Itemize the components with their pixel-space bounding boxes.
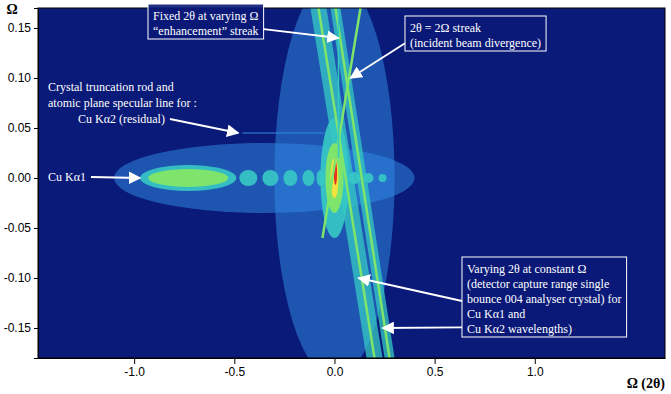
y-tick: -0.05 [4, 221, 38, 235]
annotation: 2θ = 2Ω streak(incident beam divergence) [350, 16, 546, 78]
annotation: Varying 2θ at constant Ω(detector captur… [359, 257, 627, 337]
annotation-box [405, 16, 546, 51]
y-tick-mark [34, 178, 38, 179]
plot-frame [38, 8, 665, 358]
x-tick-label: 0.0 [327, 365, 344, 379]
y-tick-label: -0.10 [4, 271, 32, 285]
annotation-text: 2θ = 2Ω streak [410, 21, 481, 35]
annotation-text: atomic plane specular line for : [48, 96, 197, 110]
y-tick: 0.05 [8, 121, 38, 135]
annotation-arrow [264, 29, 339, 38]
x-tick: 0.0 [327, 358, 344, 379]
annotation-arrow [383, 326, 462, 328]
streak [318, 8, 374, 358]
marks [114, 8, 414, 358]
x-tick: -0.5 [224, 358, 245, 379]
annotation-text: Cu Kα2 wavelengths) [467, 322, 572, 336]
chart: -1.0 -0.5 0.0 0.5 1.0 0.15 0.10 0.05 0.00 -0.05 -0… [0, 0, 671, 394]
y-tick-mark [34, 28, 38, 29]
x-tick-mark [535, 358, 536, 364]
x-tick: -1.0 [124, 358, 145, 379]
x-tick-label: 1.0 [527, 365, 544, 379]
annotation-text: (incident beam divergence) [410, 36, 541, 50]
annotation-box [148, 4, 264, 39]
y-axis-line [34, 9, 39, 359]
streak [322, 8, 360, 238]
x-tick: 1.0 [527, 358, 544, 379]
annotation-text: Fixed 2θ at varying Ω [153, 9, 258, 23]
annotation-text: Cu Kα2 (residual) [78, 112, 165, 126]
y-axis: 0.15 0.10 0.05 0.00 -0.05 -0.10 -0.15 [4, 9, 39, 359]
intensity-contour [262, 170, 278, 186]
y-tick: 0.15 [8, 21, 38, 35]
annotation-text: Varying 2θ at constant Ω [467, 262, 586, 276]
y-tick-label: 0.15 [8, 21, 32, 35]
annotation-arrow [359, 278, 462, 301]
annotation-text: Cu Kα1 [48, 170, 86, 184]
intensity-contour [148, 169, 228, 187]
annotation-text: Cu Kα1 and [467, 307, 525, 321]
streak [242, 132, 324, 134]
annotation-arrow [91, 177, 140, 178]
x-axis-line [39, 358, 666, 359]
x-tick-label: 0.5 [427, 365, 444, 379]
y-tick: -0.15 [4, 321, 38, 335]
intensity-contour [239, 170, 257, 186]
annotation-text: (detector capture range single [467, 277, 609, 291]
y-tick-mark [34, 228, 38, 229]
x-tick: 0.5 [427, 358, 444, 379]
y-tick-label: 0.00 [8, 171, 32, 185]
y-tick-mark [34, 328, 38, 329]
y-tick: -0.10 [4, 271, 38, 285]
x-tick-mark [134, 358, 135, 364]
x-axis-title: Ω (2θ) [627, 376, 666, 392]
annotation-arrow [350, 43, 405, 78]
annotation-arrow [170, 119, 238, 133]
y-tick-label: 0.05 [8, 121, 32, 135]
x-tick-mark [435, 358, 436, 364]
annotation-text: “enhancement” streak [153, 24, 259, 38]
x-tick-mark [234, 358, 235, 364]
annotations: Fixed 2θ at varying Ω“enhancement” strea… [48, 4, 627, 337]
y-tick-mark [34, 128, 38, 129]
y-tick-label: -0.05 [4, 221, 32, 235]
annotation-text: bounce 004 analyser crystal) for [467, 292, 622, 306]
x-tick-label: -0.5 [224, 365, 245, 379]
y-tick-mark [34, 278, 38, 279]
annotation: Crystal truncation rod and atomic plane s… [48, 80, 238, 133]
intensity-contour [379, 174, 387, 182]
x-axis: -1.0 -0.5 0.0 0.5 1.0 [39, 358, 666, 379]
annotation-box [462, 257, 627, 337]
intensity-contour [283, 170, 297, 186]
y-axis-title: Ω [6, 2, 17, 17]
streak [338, 8, 340, 158]
streak [335, 8, 389, 358]
y-tick-mark [34, 78, 38, 79]
intensity-contour [302, 170, 314, 186]
y-tick-label: 0.10 [8, 71, 32, 85]
y-tick: 0.10 [8, 71, 38, 85]
annotation: Cu Kα1 [48, 170, 140, 184]
y-tick-label: -0.15 [4, 321, 32, 335]
annotation: Fixed 2θ at varying Ω“enhancement” strea… [148, 4, 338, 39]
x-tick-label: -1.0 [124, 365, 145, 379]
x-tick-mark [334, 358, 335, 364]
y-tick: 0.00 [8, 171, 38, 185]
intensity-contour [140, 165, 236, 191]
annotation-text: Crystal truncation rod and [48, 80, 174, 94]
